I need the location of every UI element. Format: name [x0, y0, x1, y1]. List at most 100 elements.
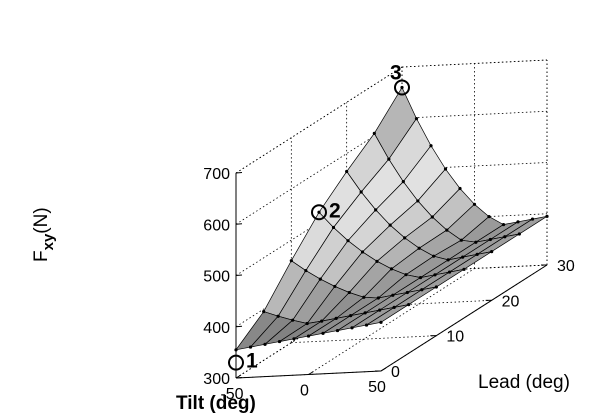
- grid-line-floor-lead: [291, 335, 437, 344]
- mesh-node: [321, 331, 325, 335]
- x-axis-label: Tilt (deg): [176, 393, 256, 414]
- mesh-node: [429, 144, 433, 148]
- mesh-node: [459, 238, 463, 242]
- mesh-node: [387, 157, 391, 161]
- mesh-node: [472, 202, 477, 206]
- mesh-node: [545, 214, 549, 218]
- z-axis-label-main: F: [31, 250, 52, 262]
- tick-label-fxy: 300: [203, 371, 230, 388]
- marker-circle: [228, 354, 244, 371]
- grid-line-floor-tilt: [308, 268, 475, 375]
- mesh-node: [262, 310, 266, 314]
- mesh-node: [490, 250, 494, 254]
- mesh-node: [462, 267, 466, 271]
- mesh-node: [379, 320, 383, 324]
- mesh-node: [501, 222, 506, 227]
- tick-mark-tilt: [308, 371, 314, 375]
- mesh-node: [389, 267, 394, 271]
- mesh-node: [349, 314, 353, 318]
- marker-circle: [311, 204, 327, 221]
- mesh-node: [443, 167, 448, 171]
- tick-mark-fxy: [235, 223, 243, 225]
- mesh-node: [433, 273, 437, 277]
- mesh-node: [359, 190, 363, 194]
- mesh-node: [376, 296, 380, 300]
- y-axis-label: Lead (deg): [478, 372, 570, 393]
- mesh-node: [292, 337, 296, 341]
- tick-label-lead: 10: [446, 329, 464, 346]
- tick-mark-fxy: [235, 172, 243, 174]
- mesh-node: [432, 254, 436, 258]
- mesh-node: [374, 208, 378, 212]
- mesh-node: [333, 284, 337, 289]
- mesh-node: [401, 180, 405, 184]
- mesh-node: [404, 273, 408, 277]
- mesh-node: [474, 240, 478, 244]
- mesh-node: [234, 348, 238, 352]
- mesh-node: [417, 246, 421, 250]
- mesh-node: [372, 131, 376, 135]
- mesh-node: [362, 295, 366, 299]
- mesh-node: [331, 225, 336, 230]
- tick-label-lead: 20: [502, 293, 520, 310]
- mesh-node: [517, 232, 521, 236]
- tick-label-tilt: 0: [300, 383, 309, 400]
- grid-line-floor-tilt: [380, 264, 548, 372]
- grid-line-side-z: [235, 66, 403, 174]
- mesh-node: [475, 252, 479, 256]
- marker-circle: [394, 79, 410, 96]
- mesh-node: [305, 321, 309, 326]
- tick-mark-tilt: [235, 374, 242, 379]
- point-markers: 1 2 3: [228, 62, 410, 373]
- z-axis-label: Fxy(N): [31, 207, 57, 262]
- mesh-node: [461, 255, 465, 259]
- z-axis-label-unit: (N): [31, 207, 52, 233]
- mesh-node: [345, 169, 349, 174]
- mesh-node: [503, 235, 507, 239]
- mesh-node: [320, 319, 324, 323]
- mesh-node: [276, 314, 280, 318]
- mesh-node: [420, 288, 424, 292]
- mesh-node: [447, 270, 452, 274]
- tick-mark-fxy: [235, 274, 243, 276]
- marker-label: 2: [329, 199, 341, 222]
- mesh-node: [391, 293, 395, 297]
- mesh-node: [416, 199, 420, 203]
- mesh-node: [403, 236, 407, 240]
- mesh-node: [430, 215, 434, 219]
- mesh-node: [289, 259, 293, 263]
- mesh-node: [364, 323, 369, 327]
- tick-label-fxy: 600: [203, 217, 230, 234]
- mesh-node: [530, 217, 535, 221]
- mesh-node: [304, 268, 308, 273]
- tick-label-fxy: 500: [203, 269, 230, 286]
- mesh-node: [375, 259, 379, 263]
- grid-line-back-z: [401, 110, 548, 119]
- mesh-node: [487, 214, 491, 219]
- mesh-node: [350, 326, 354, 330]
- marker-label: 1: [246, 350, 258, 373]
- tick-label-fxy: 400: [203, 320, 230, 337]
- mesh-node: [263, 342, 267, 346]
- mesh-node: [392, 305, 396, 309]
- mesh-node: [388, 223, 392, 227]
- tick-label-lead: 0: [391, 364, 400, 381]
- marker-label: 3: [390, 62, 402, 85]
- mesh-node: [405, 290, 409, 295]
- mesh-node: [317, 210, 321, 214]
- mesh-node: [378, 308, 382, 312]
- tick-mark-tilt: [380, 367, 387, 372]
- mesh-node: [291, 318, 295, 322]
- mesh-node: [407, 303, 411, 307]
- mesh-node: [400, 85, 404, 90]
- mesh-node: [414, 117, 419, 121]
- mesh-node: [446, 258, 450, 262]
- z-axis-label-sub: xy: [40, 233, 57, 250]
- tick-label-lead: 30: [557, 258, 575, 275]
- mesh-node: [318, 277, 322, 281]
- mesh-node: [346, 239, 350, 243]
- mesh-node: [458, 186, 462, 191]
- mesh-node: [488, 237, 492, 242]
- mesh-node: [516, 220, 520, 224]
